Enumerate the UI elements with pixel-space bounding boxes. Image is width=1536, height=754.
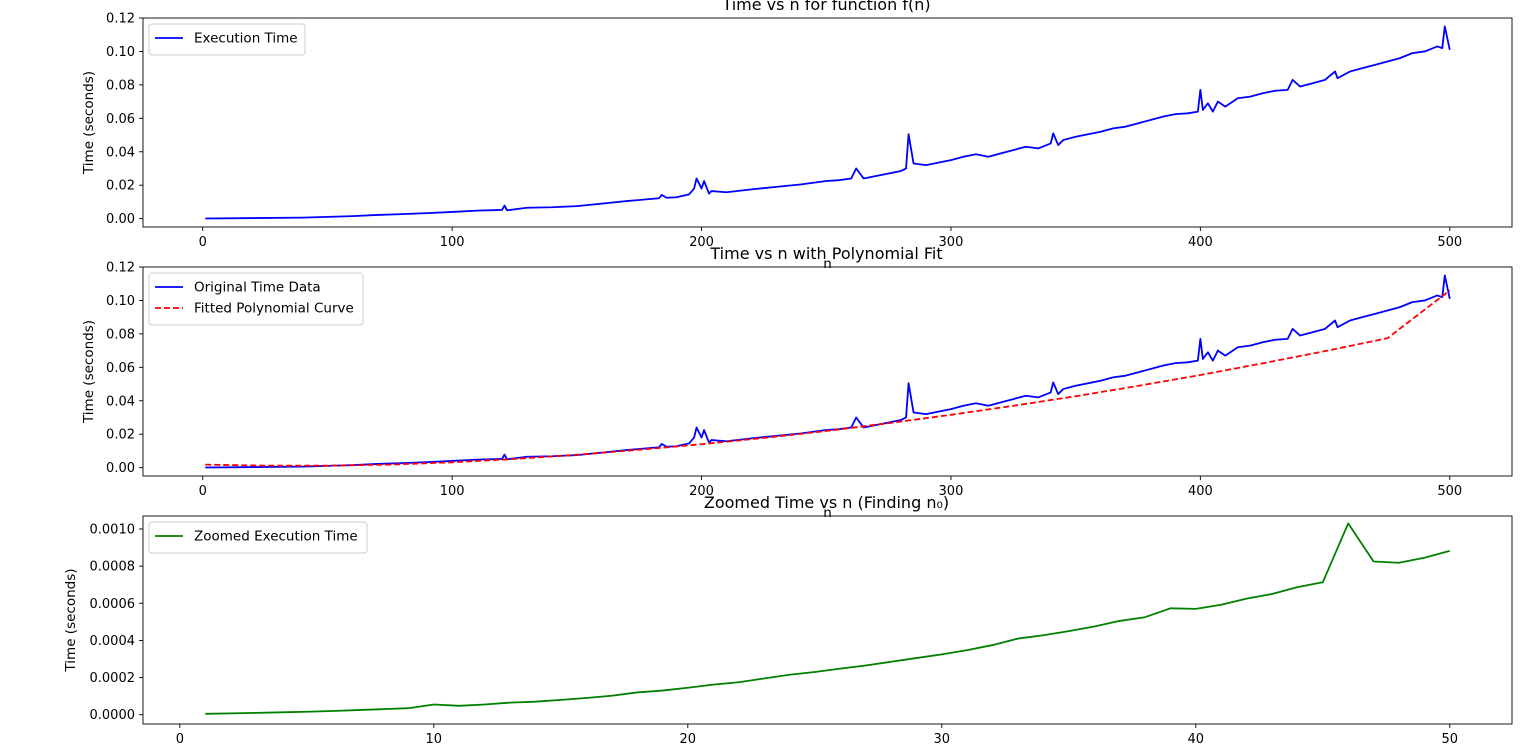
legend-entry: Execution Time — [194, 31, 298, 47]
x-tick-label: 20 — [680, 732, 697, 747]
axes-frame — [142, 17, 1513, 228]
y-tick-label: 0.0008 — [90, 560, 136, 575]
x-tick-label: 300 — [939, 484, 964, 499]
x-tick-label: 400 — [1188, 484, 1213, 499]
y-tick-label: 0.0002 — [90, 671, 136, 686]
y-axis-label: Time (seconds) — [81, 71, 97, 175]
y-tick-label: 0.0006 — [90, 597, 136, 612]
chart-title: Zoomed Time vs n (Finding n₀) — [704, 493, 949, 512]
y-tick-label: 0.02 — [106, 179, 135, 194]
x-tick-label: 30 — [934, 732, 951, 747]
y-tick-label: 0.04 — [106, 145, 135, 160]
subplot-1: 0 100 200 300 400 500 0.00 0.02 0.04 0.06 0.08 0.10… — [81, 0, 1513, 272]
series-line-original-time-data — [205, 274, 1451, 469]
y-tick-label: 0.04 — [106, 394, 135, 409]
x-tick-label: 400 — [1188, 235, 1213, 250]
chart-title: Time vs n for function f(n) — [721, 0, 930, 14]
axes-frame — [142, 266, 1513, 477]
axes-frame — [142, 515, 1513, 725]
legend-box — [148, 272, 364, 326]
x-axis-label: n — [823, 256, 832, 272]
x-tick-label: 200 — [689, 235, 714, 250]
x-tick-label: 50 — [1441, 732, 1458, 747]
y-tick-label: 0.10 — [106, 294, 135, 309]
y-tick-label: 0.00 — [106, 212, 135, 227]
x-tick-label: 40 — [1188, 732, 1205, 747]
legend: Zoomed Execution Time — [148, 521, 368, 554]
x-axis-label: n — [823, 505, 832, 521]
x-tick-label: 500 — [1437, 484, 1462, 499]
x-tick-label: 0 — [199, 484, 207, 499]
y-tick-label: 0.06 — [106, 361, 135, 376]
y-tick-label: 0.02 — [106, 428, 135, 443]
x-tick-label: 100 — [440, 235, 465, 250]
y-tick-label: 0.0004 — [90, 634, 136, 649]
y-tick-label: 0.0000 — [90, 708, 136, 723]
subplot-3: 0 10 20 30 40 50 0.0000 0.0002 0.0004 0.0006 0.000… — [63, 493, 1513, 747]
x-tick-label: 0 — [176, 732, 184, 747]
legend-entry: Original Time Data — [194, 280, 321, 296]
legend-box — [148, 521, 368, 554]
legend-box — [148, 23, 306, 56]
y-tick-label: 0.08 — [106, 78, 135, 93]
y-tick-label: 0.08 — [106, 327, 135, 342]
x-tick-label: 500 — [1437, 235, 1462, 250]
y-tick-label: 0.06 — [106, 112, 135, 127]
legend: Original Time Data Fitted Polynomial Curv… — [148, 272, 364, 326]
series-line-fitted-polynomial-curve — [205, 289, 1451, 467]
x-tick-label: 200 — [689, 484, 714, 499]
legend-entry: Fitted Polynomial Curve — [194, 301, 354, 317]
x-tick-label: 0 — [199, 235, 207, 250]
legend: Execution Time — [148, 23, 306, 56]
x-tick-label: 300 — [939, 235, 964, 250]
series-line-zoomed-execution-time — [205, 522, 1451, 715]
y-tick-label: 0.10 — [106, 45, 135, 60]
y-tick-label: 0.12 — [106, 261, 135, 276]
x-tick-label: 10 — [426, 732, 443, 747]
chart-title: Time vs n with Polynomial Fit — [709, 244, 942, 263]
y-axis-label: Time (seconds) — [63, 568, 79, 672]
y-axis-label: Time (seconds) — [81, 320, 97, 424]
y-tick-label: 0.12 — [106, 12, 135, 27]
series-line-execution-time — [205, 25, 1451, 220]
subplot-2: 0 100 200 300 400 500 0.00 0.02 0.04 0.06 0.08 0.10… — [81, 244, 1513, 521]
legend-entry: Zoomed Execution Time — [194, 529, 358, 545]
x-tick-label: 100 — [440, 484, 465, 499]
y-tick-label: 0.00 — [106, 461, 135, 476]
y-tick-label: 0.0010 — [90, 523, 136, 538]
